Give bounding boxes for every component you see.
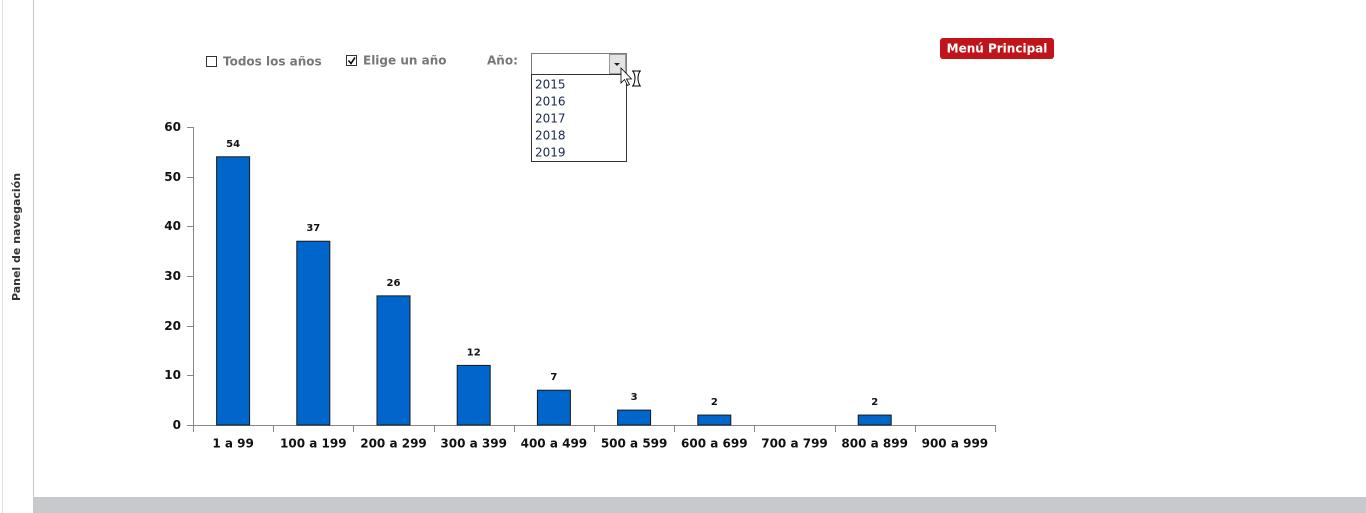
- y-tick-label: 0: [173, 418, 181, 432]
- x-tick-label: 400 a 499: [521, 437, 588, 451]
- x-tick-label: 900 a 999: [922, 437, 989, 451]
- value-label: 26: [387, 278, 401, 289]
- checkbox[interactable]: [206, 56, 217, 67]
- check-mark: [347, 57, 356, 65]
- value-label: 54: [226, 139, 240, 150]
- x-tick-label: 500 a 599: [601, 437, 668, 451]
- y-tick-label: 50: [164, 170, 181, 184]
- bar: [216, 156, 251, 426]
- combo-arrow: [614, 63, 620, 66]
- bar: [857, 414, 892, 426]
- menu-button[interactable]: [940, 38, 1054, 59]
- value-label: 12: [467, 347, 481, 358]
- value-label: 37: [306, 223, 320, 234]
- year-option[interactable]: 2016: [535, 95, 566, 109]
- year-option[interactable]: 2018: [535, 129, 566, 143]
- year-label: Año:: [487, 54, 518, 68]
- value-label: 2: [871, 397, 878, 408]
- x-tick-label: 600 a 699: [681, 437, 748, 451]
- bar: [697, 414, 732, 426]
- year-list: [531, 74, 627, 162]
- value-label: 3: [631, 392, 638, 403]
- status-bar: [34, 497, 1366, 513]
- menu-button-label[interactable]: Menú Principal: [947, 42, 1048, 56]
- checkbox[interactable]: [346, 55, 357, 66]
- value-label: 2: [711, 397, 718, 408]
- y-tick-label: 40: [164, 219, 181, 233]
- x-tick-label: 1 a 99: [212, 437, 254, 451]
- bar: [456, 364, 491, 426]
- checkbox-label[interactable]: Todos los años: [223, 55, 322, 69]
- year-list-items: 2015 2016 2017 2018 2019: [535, 78, 566, 160]
- x-tick-label: 300 a 399: [440, 437, 507, 451]
- year-option[interactable]: 2015: [535, 78, 566, 92]
- checkbox-label[interactable]: Elige un año: [363, 54, 446, 68]
- y-tick-label: 20: [164, 319, 181, 333]
- bar: [296, 240, 331, 426]
- x-tick-label: 700 a 799: [761, 437, 828, 451]
- bar: [536, 389, 571, 426]
- nav-panel-label[interactable]: Panel de navegación: [10, 173, 23, 301]
- bar: [617, 409, 652, 426]
- hourglass: [632, 70, 641, 87]
- y-tick-label: 30: [164, 269, 181, 283]
- year-option[interactable]: 2019: [535, 146, 566, 160]
- bar: [376, 295, 411, 426]
- year-option[interactable]: 2017: [535, 112, 566, 126]
- cursor: [620, 67, 633, 87]
- y-tick-label: 60: [164, 120, 181, 134]
- x-tick-label: 200 a 299: [360, 437, 427, 451]
- x-tick-label: 800 a 899: [841, 437, 908, 451]
- y-tick-label: 10: [164, 368, 181, 382]
- x-tick-label: 100 a 199: [280, 437, 347, 451]
- value-label: 7: [550, 372, 557, 383]
